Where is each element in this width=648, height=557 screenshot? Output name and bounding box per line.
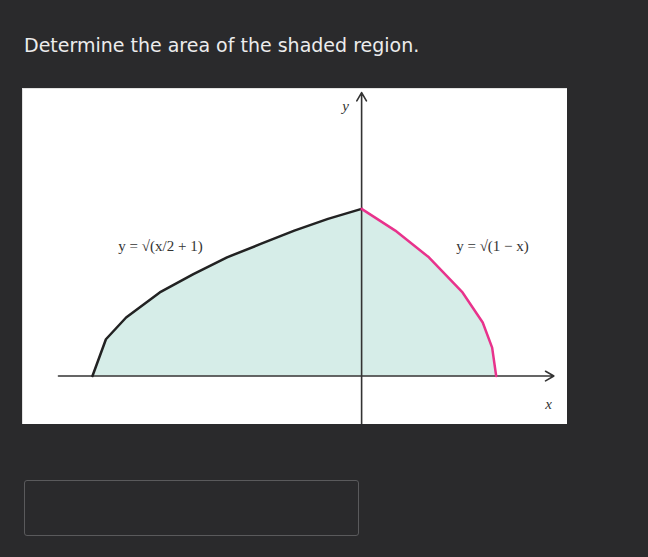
svg-text:y = √(1 − x): y = √(1 − x) xyxy=(456,238,529,255)
svg-text:y: y xyxy=(340,98,349,114)
svg-text:y = √(x/2 + 1): y = √(x/2 + 1) xyxy=(118,238,202,255)
html-text:Determine the area of the shad: Determine the area of the shaded region. xyxy=(24,34,420,56)
svg-text:x: x xyxy=(544,396,552,412)
